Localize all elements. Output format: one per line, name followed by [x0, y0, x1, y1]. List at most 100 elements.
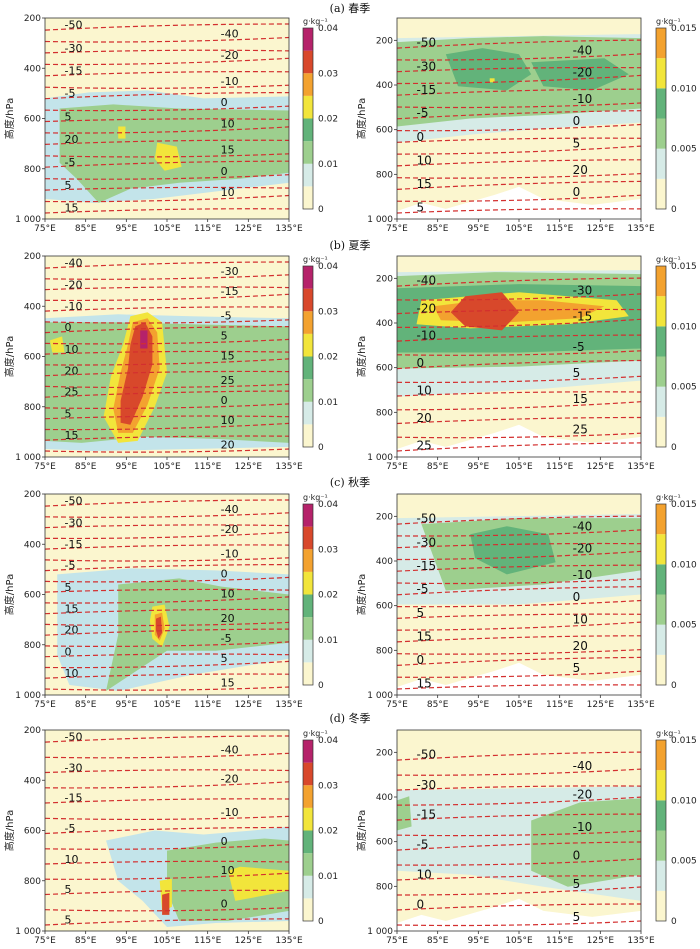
x-tick-label: 85°E [427, 224, 449, 234]
y-tick-label: 600 [24, 827, 41, 837]
colorbar-swatch [303, 73, 313, 96]
filled-region [167, 838, 289, 921]
contour-label: 0 [221, 96, 228, 109]
x-tick-label: 135°E [627, 224, 655, 234]
colorbar-tick-label: 0 [318, 205, 324, 215]
x-tick-label: 135°E [627, 462, 655, 472]
colorbar-frame [302, 265, 314, 448]
y-tick-label: 1 000 [367, 927, 393, 937]
contour-line [397, 564, 641, 572]
x-tick-label: 75°E [34, 224, 56, 234]
contour-label: -50 [65, 495, 83, 508]
y-tick-label: 1 000 [15, 927, 41, 937]
colorbar-swatch [656, 118, 666, 149]
contour-line [397, 542, 641, 549]
contour-label: -10 [221, 806, 239, 819]
contour-label: 0 [573, 849, 581, 863]
contour-line [45, 769, 289, 774]
colorbar-tick-label: 0.03 [318, 781, 338, 791]
x-tick-label: 95°E [468, 224, 490, 234]
x-tick-label: 115°E [546, 700, 574, 710]
contour-label: 10 [417, 153, 432, 167]
contour-line [45, 621, 289, 627]
colorbar-tick-label: 0.015 [671, 736, 697, 746]
y-tick-label: 800 [24, 877, 41, 887]
contour-line [397, 66, 641, 73]
colorbar-swatch [303, 118, 313, 142]
colorbar-tick-label: 0.01 [318, 872, 338, 882]
colorbar-swatch [303, 830, 313, 854]
contour-label: -15 [65, 538, 83, 551]
colorbar-tick-label: 0.02 [318, 115, 338, 125]
x-tick-label: 135°E [275, 462, 303, 472]
contour-line [45, 84, 289, 89]
contour-line [45, 92, 289, 100]
colorbar-swatch [656, 356, 666, 387]
contour-line [397, 858, 641, 866]
contour-label: 25 [417, 438, 432, 452]
colorbar-swatch [656, 594, 666, 625]
contour-label: -5 [221, 632, 232, 645]
contour-line [397, 145, 641, 155]
colorbar-frame [302, 27, 314, 210]
colorbar-swatch [303, 807, 313, 831]
contour-line [45, 160, 289, 168]
colorbar-tick-label: 0.01 [318, 160, 338, 170]
y-tick-label: 600 [24, 353, 41, 363]
contour-label: -5 [417, 106, 429, 120]
x-tick-label: 85°E [427, 936, 449, 946]
contour-label: 10 [65, 343, 79, 356]
contour-line [397, 635, 641, 643]
x-tick-label: 95°E [116, 936, 138, 946]
contour-line [45, 326, 289, 334]
colorbar-tick-label: 0.015 [671, 500, 697, 510]
contour-line [45, 781, 289, 789]
contour-label: 0 [417, 130, 425, 144]
terrain-mask [397, 186, 641, 219]
contour-line [45, 653, 289, 658]
contour-line [397, 684, 641, 690]
contour-label: -40 [573, 759, 593, 773]
contour-line [45, 390, 289, 398]
contour-label: -20 [221, 523, 239, 536]
contour-label: 15 [417, 177, 432, 191]
terrain-mask [397, 424, 641, 457]
contour-line [45, 860, 289, 865]
contour-label: 10 [221, 588, 235, 601]
panel-夏季-left: -40 -30 -20 -15 -10 -5 0 5 10 15 20 25 25 0 5 10 15 20 200… [3, 252, 338, 472]
y-axis-label: 高度/hPa [355, 336, 368, 377]
colorbar-swatch [656, 326, 666, 357]
contour-line [397, 194, 641, 202]
colorbar-swatch [656, 890, 666, 921]
y-tick-label: 400 [376, 319, 393, 329]
contour-label: -20 [417, 301, 437, 315]
colorbar-tick-label: 0.04 [318, 500, 338, 510]
contour-line [45, 798, 289, 804]
contour-line [45, 628, 289, 636]
contour-label: -15 [221, 285, 239, 298]
colorbar-frame [302, 739, 314, 922]
colorbar-tick-label: 0.005 [671, 383, 697, 393]
contour-line [45, 49, 289, 54]
contour-label: -15 [417, 83, 437, 97]
plot-area: -40 -30 -20 -15 -10 -5 0 5 10 15 20 25 25 0 5 10 15 20 [45, 256, 289, 457]
y-tick-label: 400 [376, 793, 393, 803]
x-tick-label: 115°E [546, 936, 574, 946]
y-tick-label: 400 [376, 81, 393, 91]
colorbar-swatch [303, 875, 313, 899]
contour-label: 15 [65, 602, 79, 615]
filled-region [470, 526, 556, 575]
contour-label: 15 [221, 143, 235, 156]
colorbar-tick-label: 0.01 [318, 636, 338, 646]
colorbar-tick-label: 0.04 [318, 262, 338, 272]
contour-line [45, 186, 289, 191]
contour-line [45, 524, 289, 529]
colorbar-swatch [303, 762, 313, 786]
contour-line [45, 293, 289, 302]
contour-line [397, 875, 641, 881]
colorbar-unit: g·kg⁻¹ [656, 493, 681, 502]
colorbar-swatch [303, 662, 313, 685]
x-tick-label: 95°E [116, 700, 138, 710]
filled-region [489, 78, 495, 83]
colorbar-tick-label: 0 [318, 443, 324, 453]
